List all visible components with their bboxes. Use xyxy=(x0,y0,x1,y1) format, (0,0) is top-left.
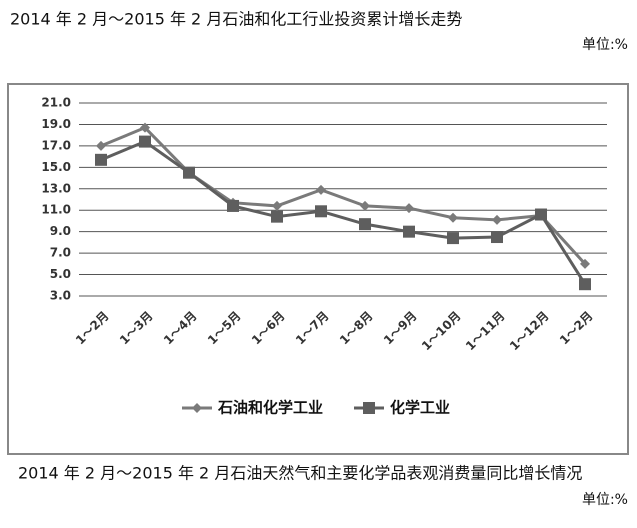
unit-label: 单位:% xyxy=(582,37,628,53)
y-tick-label: 9.0 xyxy=(50,224,71,238)
square-marker xyxy=(491,231,503,244)
x-tick-label: 1～2月 xyxy=(557,309,596,348)
square-marker xyxy=(359,218,371,231)
legend-marker xyxy=(363,402,375,414)
y-tick-label: 15.0 xyxy=(41,160,71,174)
chart-frame xyxy=(7,83,629,455)
caption: 2014 年 2 月～2015 年 2 月石油天然气和主要化学品表观消费量同比增… xyxy=(18,464,582,483)
x-tick-label: 1～2月 xyxy=(73,309,112,348)
y-tick-label: 7.0 xyxy=(50,246,71,260)
square-marker xyxy=(183,166,195,179)
diamond-marker xyxy=(448,212,458,223)
y-tick-label: 17.0 xyxy=(41,138,71,152)
x-tick-label: 1～6月 xyxy=(249,309,288,348)
diamond-marker xyxy=(316,184,326,195)
diamond-marker xyxy=(360,200,370,211)
diamond-marker xyxy=(96,140,106,151)
y-tick-label: 13.0 xyxy=(41,181,71,195)
square-marker xyxy=(139,135,151,148)
x-tick-label: 1～7月 xyxy=(293,309,332,348)
square-marker xyxy=(447,232,459,245)
x-tick-label: 1～10月 xyxy=(419,309,464,354)
diamond-marker xyxy=(272,200,282,211)
diamond-marker xyxy=(492,214,502,225)
square-marker xyxy=(315,205,327,218)
x-tick-label: 1～3月 xyxy=(117,309,156,348)
chart-title: 2014 年 2 月～2015 年 2 月石油和化工行业投资累计增长走势 xyxy=(10,10,462,29)
series-line xyxy=(100,125,587,265)
square-marker xyxy=(403,225,415,238)
diamond-marker xyxy=(580,258,590,269)
diamond-marker xyxy=(404,203,414,214)
y-tick-label: 21.0 xyxy=(41,96,71,110)
square-marker xyxy=(271,210,283,223)
y-tick-label: 3.0 xyxy=(50,289,71,303)
x-tick-label: 1～9月 xyxy=(381,309,420,348)
x-tick-label: 1～12月 xyxy=(507,309,552,354)
square-marker xyxy=(579,278,591,291)
x-tick-label: 1～5月 xyxy=(205,309,244,348)
x-tick-label: 1～11月 xyxy=(463,309,508,354)
y-tick-label: 11.0 xyxy=(41,203,71,217)
square-marker xyxy=(95,153,107,166)
y-tick-label: 19.0 xyxy=(41,117,71,131)
legend-label: 化学工业 xyxy=(390,399,450,417)
y-tick-label: 5.0 xyxy=(50,267,71,281)
square-marker xyxy=(227,199,239,212)
x-tick-label: 1～8月 xyxy=(337,309,376,348)
diamond-marker xyxy=(140,122,150,133)
x-tick-label: 1～4月 xyxy=(161,309,200,348)
legend-label: 石油和化学工业 xyxy=(217,399,323,417)
square-marker xyxy=(535,208,547,221)
series-line xyxy=(100,139,587,286)
legend-marker xyxy=(192,403,202,413)
caption-unit: 单位:% xyxy=(582,492,628,508)
